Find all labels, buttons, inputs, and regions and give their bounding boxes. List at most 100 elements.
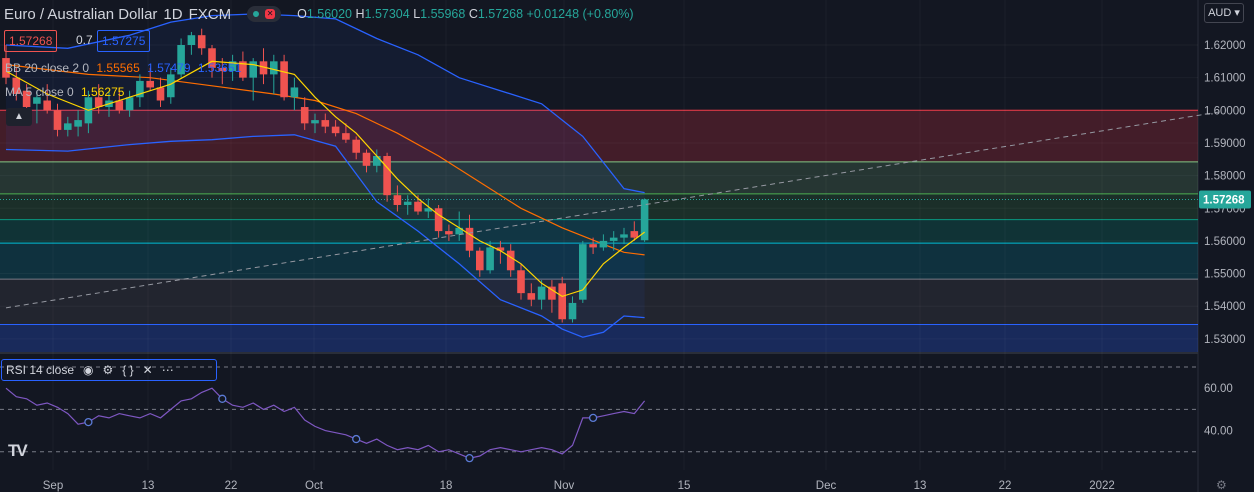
candle-body [290,87,299,98]
candle-body [321,120,330,127]
bb-upper-line [5,13,645,194]
close-label: C [468,7,478,21]
time-tick-label: 13 [914,480,927,492]
candle-body [167,74,175,98]
rsi-marker [218,394,227,403]
time-tick-label: 18 [440,480,453,492]
time-tick-label: Oct [305,480,324,492]
sell-button[interactable]: 1.57268 [4,30,58,52]
candle-body [43,100,51,111]
buy-button[interactable]: 1.57275 [97,30,151,52]
ma-legend[interactable]: MA 5 close 0 1.56275 [5,85,128,99]
candle-body [558,283,566,320]
fib-zone [0,279,1198,325]
axes: 1.620001.610001.600001.590001.580001.570… [43,40,1251,492]
low-label: L [413,7,421,21]
candle-body [465,227,474,251]
candle-body [352,139,360,153]
open-label: O [297,7,307,21]
candle-body [125,97,134,111]
trendline [5,111,1222,309]
close-icon[interactable]: ✕ [142,363,153,377]
candle-body [486,247,494,271]
currency-button[interactable]: AUD ▾ [1204,3,1244,23]
interval[interactable]: 1D [163,5,183,23]
candle-body [496,247,505,251]
chevron-up-icon[interactable]: ▲ [6,108,32,126]
gear-icon[interactable]: ⚙ [1216,478,1227,492]
rsi-tick-label: 60.00 [1204,383,1233,395]
bb-fill [6,14,645,338]
candle-body [434,208,443,232]
market-open-dot-icon [253,11,260,17]
tradingview-logo-icon[interactable]: TV [8,441,28,460]
fib-zone [0,161,1198,194]
price-tick-label: 1.54000 [1204,301,1246,313]
bb-lower-value: 1.53651 [197,61,242,75]
time-tick-label: 22 [225,480,238,492]
candle-body [280,61,288,98]
ma-legend-name: MA 5 close 0 [5,85,74,99]
high-value: 1.57304 [364,7,410,21]
candle-body [156,87,165,101]
eye-icon[interactable]: ◉ [83,363,94,377]
ma-line [5,60,645,298]
time-tick-label: 13 [142,480,155,492]
fib-zone [0,219,1198,244]
candle-body [300,107,309,124]
rsi-legend[interactable]: RSI 14 close ◉ ⚙ { } ✕ ⋯ [1,359,217,381]
price-tick-label: 1.55000 [1204,269,1246,281]
rsi-pane [0,366,1198,463]
ma-value: 1.56275 [81,85,125,99]
fib-zone [0,193,1198,220]
high-label: H [355,7,365,21]
candle-body [311,120,319,124]
candle-body [187,35,196,45]
candle-body [197,35,206,49]
candle-body [64,123,72,130]
candle-body [208,48,216,68]
spread-value: 0.7 [76,33,93,47]
moving-average [5,60,645,298]
price-tick-label: 1.62000 [1204,40,1246,52]
rsi-marker [588,413,598,423]
time-tick-label: 15 [678,480,691,492]
candle-body [228,61,237,72]
candle-body [53,110,62,130]
bb-basis-value: 1.55565 [96,61,140,75]
time-tick-label: Sep [43,480,63,492]
open-value: 1.56020 [306,7,353,21]
candle-body [94,97,103,108]
more-icon[interactable]: ⋯ [161,363,174,377]
candle-body [414,201,422,212]
candle-body [331,126,340,134]
bb-legend-name: BB 20 close 2 0 [5,61,90,75]
symbol-title[interactable]: Euro / Australian Dollar [4,5,158,23]
dashed-trendline [5,111,1222,309]
candle-body [22,90,31,108]
change-value: +0.01248 (+0.80%) [526,7,634,21]
candle-body [403,201,412,205]
candle-body [589,244,597,248]
rsi-marker [352,434,361,444]
last-price-label: 1.57268 [1203,194,1245,206]
braces-icon[interactable]: { } [122,363,134,377]
candle-body [373,156,381,166]
price-tick-label: 1.56000 [1204,236,1246,248]
close-value: 1.57268 [477,7,524,21]
gear-icon[interactable]: ⚙ [102,363,114,377]
price-tick-label: 1.61000 [1204,73,1246,85]
candle-body [527,293,536,300]
bb-legend[interactable]: BB 20 close 2 0 1.55565 1.57479 1.53651 [5,61,245,75]
time-tick-label: 22 [999,480,1012,492]
candle-body [2,58,10,78]
market-status-toggle[interactable]: ✕ [247,6,282,22]
candle-body [218,67,227,72]
fib-zone [0,324,1198,352]
price-tick-label: 1.60000 [1204,105,1246,117]
candle-body [445,231,453,235]
candle-body [424,208,433,212]
